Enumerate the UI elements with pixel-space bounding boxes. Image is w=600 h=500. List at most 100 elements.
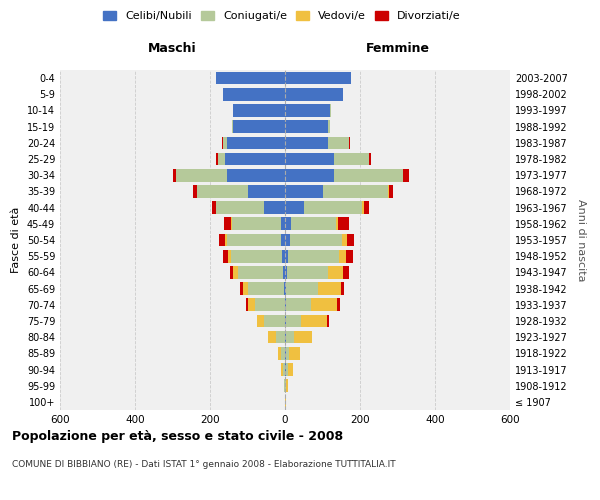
Bar	[233, 120, 285, 133]
Bar	[212, 202, 215, 214]
Bar	[287, 363, 293, 376]
Bar	[334, 169, 403, 181]
Bar	[248, 282, 284, 295]
Legend: Celibi/Nubili, Coniugati/e, Vedovi/e, Divorziati/e: Celibi/Nubili, Coniugati/e, Vedovi/e, Di…	[103, 10, 461, 21]
Bar	[285, 136, 328, 149]
Bar	[285, 169, 334, 181]
Bar	[328, 136, 349, 149]
Bar	[285, 282, 286, 295]
Bar	[283, 266, 285, 278]
Bar	[288, 250, 338, 262]
Bar	[232, 250, 282, 262]
Bar	[334, 152, 370, 166]
Bar	[335, 218, 337, 230]
Bar	[231, 218, 232, 230]
Bar	[293, 331, 313, 344]
Bar	[282, 250, 285, 262]
Bar	[286, 380, 287, 392]
Bar	[323, 185, 388, 198]
Bar	[225, 152, 285, 166]
Text: Popolazione per età, sesso e stato civile - 2008: Popolazione per età, sesso e stato civil…	[12, 430, 343, 443]
Bar	[220, 234, 225, 246]
Text: Femmine: Femmine	[365, 42, 430, 55]
Bar	[285, 72, 350, 85]
Bar	[283, 363, 285, 376]
Bar	[245, 298, 248, 311]
Bar	[285, 396, 286, 408]
Bar	[286, 363, 287, 376]
Bar	[173, 169, 176, 181]
Bar	[242, 282, 248, 295]
Bar	[176, 169, 227, 181]
Bar	[290, 234, 342, 246]
Bar	[277, 347, 281, 360]
Bar	[286, 314, 301, 328]
Bar	[233, 104, 285, 117]
Bar	[289, 347, 301, 360]
Bar	[285, 331, 286, 344]
Bar	[286, 282, 318, 295]
Bar	[285, 380, 286, 392]
Bar	[341, 282, 344, 295]
Bar	[285, 347, 286, 360]
Bar	[285, 314, 286, 328]
Bar	[347, 234, 354, 246]
Bar	[285, 88, 343, 101]
Bar	[229, 266, 233, 278]
Bar	[330, 104, 331, 117]
Bar	[286, 331, 293, 344]
Bar	[265, 202, 285, 214]
Bar	[285, 218, 290, 230]
Bar	[223, 136, 227, 149]
Bar	[328, 120, 330, 133]
Bar	[370, 152, 371, 166]
Y-axis label: Anni di nascita: Anni di nascita	[576, 198, 586, 281]
Bar	[224, 218, 231, 230]
Bar	[223, 250, 229, 262]
Bar	[328, 314, 329, 328]
Bar	[311, 298, 337, 311]
Bar	[232, 120, 233, 133]
Bar	[227, 136, 285, 149]
Bar	[238, 266, 283, 278]
Bar	[285, 202, 304, 214]
Bar	[275, 331, 285, 344]
Bar	[362, 202, 364, 214]
Bar	[290, 218, 335, 230]
Bar	[215, 202, 265, 214]
Bar	[239, 282, 242, 295]
Bar	[281, 363, 283, 376]
Bar	[268, 331, 275, 344]
Bar	[215, 72, 285, 85]
Bar	[286, 298, 311, 311]
Bar	[285, 266, 287, 278]
Bar	[286, 347, 289, 360]
Bar	[197, 185, 248, 198]
Bar	[337, 218, 349, 230]
Bar	[215, 152, 218, 166]
Bar	[285, 234, 290, 246]
Bar	[257, 314, 265, 328]
Bar	[255, 298, 285, 311]
Bar	[287, 266, 328, 278]
Bar	[233, 266, 238, 278]
Bar	[223, 88, 285, 101]
Bar	[284, 380, 285, 392]
Bar	[285, 104, 330, 117]
Bar	[328, 266, 343, 278]
Bar	[225, 234, 227, 246]
Bar	[193, 185, 197, 198]
Bar	[301, 314, 328, 328]
Bar	[285, 185, 323, 198]
Bar	[304, 202, 362, 214]
Bar	[265, 314, 285, 328]
Bar	[285, 363, 286, 376]
Bar	[364, 202, 370, 214]
Bar	[337, 298, 340, 311]
Y-axis label: Fasce di età: Fasce di età	[11, 207, 21, 273]
Bar	[229, 250, 232, 262]
Bar	[227, 234, 281, 246]
Bar	[403, 169, 409, 181]
Bar	[227, 169, 285, 181]
Bar	[388, 185, 389, 198]
